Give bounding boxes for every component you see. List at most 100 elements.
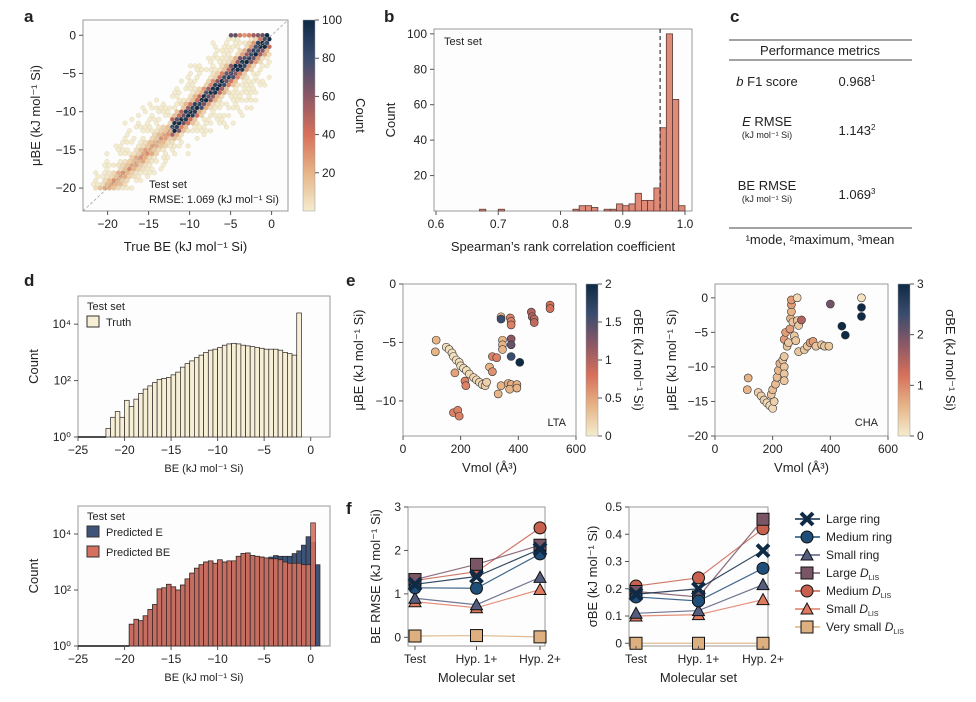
hexbin — [147, 162, 153, 168]
histogram-bar — [609, 208, 617, 212]
marker-circle — [533, 521, 547, 535]
panel-label-a: a — [24, 7, 34, 26]
histogram-bar — [659, 127, 667, 212]
hexbin — [104, 151, 110, 157]
histogram-bar — [259, 556, 265, 647]
scatter-point — [450, 368, 460, 378]
colorbar-tick-label: 2 — [917, 328, 924, 342]
hexbin — [169, 139, 175, 145]
histogram-bar — [161, 378, 167, 438]
marker-triangle — [756, 592, 770, 606]
panel-c-table: Performance metrics b F1 score 0.9681 E … — [729, 39, 912, 247]
legend-label: Predicted E — [106, 527, 163, 539]
y-tick-label: 0.4 — [605, 527, 622, 541]
hexbin — [262, 82, 268, 88]
hexbin — [255, 71, 261, 76]
marker-square — [533, 630, 547, 644]
histogram-bar — [591, 207, 599, 212]
y-axis-label: Count — [26, 558, 41, 593]
panel-e-lta-scatter: 0 200 400 600 0 −5 −10 LTA Vmol (Å³) μBE (kJ mol⁻… — [351, 277, 646, 475]
y-tick-label: 10⁰ — [53, 639, 71, 653]
colorbar — [585, 283, 599, 437]
hexbin — [203, 67, 209, 73]
hexbin — [142, 109, 148, 115]
row-sup: 1 — [871, 74, 876, 83]
hexbin — [140, 136, 146, 141]
x-tick-label: Hyp. 1+ — [678, 652, 720, 666]
hexbin — [266, 51, 272, 57]
y-tick-label: −5 — [62, 66, 76, 80]
histogram-bar — [180, 584, 186, 647]
histogram-bar — [119, 416, 125, 438]
x-tick-label: Hyp. 2+ — [742, 652, 784, 666]
marker-circle — [800, 530, 814, 544]
hexbin — [242, 40, 247, 46]
hexbin — [147, 124, 153, 130]
hexbin — [264, 48, 270, 53]
hexbin — [174, 86, 180, 92]
x-tick-label: −5 — [257, 443, 271, 457]
legend-label: Very small DLIS — [826, 620, 904, 636]
scatter-point — [505, 384, 514, 394]
scatter-point — [857, 293, 866, 303]
x-tick-label: 0.9 — [614, 217, 631, 231]
histogram-bar — [301, 564, 307, 647]
hexbin — [176, 136, 182, 141]
legend-title: Test set — [87, 511, 125, 523]
y-tick-label: 60 — [414, 98, 428, 112]
hexbin — [248, 105, 254, 111]
row-label: F1 score — [744, 74, 798, 89]
marker-square — [470, 557, 483, 571]
histogram-bar — [152, 382, 158, 438]
hexbin — [215, 48, 220, 53]
hexbin — [226, 51, 232, 57]
scatter-point — [784, 338, 793, 348]
scatter-point — [512, 383, 522, 393]
x-tick-label: 0 — [268, 217, 275, 231]
histogram-bar — [305, 564, 312, 647]
legend-label: Large ring — [826, 512, 880, 526]
histogram-bar — [189, 360, 195, 438]
x-tick-label: −20 — [97, 217, 118, 231]
panel-d-top-histogram: −25 −20 −15 −10 −5 0 10⁰ 10² 10⁴ Test set Truth BE … — [26, 295, 331, 475]
hexbin — [244, 105, 250, 111]
colorbar-tick-label: 100 — [322, 13, 342, 27]
hexbin — [163, 158, 168, 164]
hexbin — [151, 170, 157, 176]
y-axis-label: Count — [383, 102, 398, 137]
x-tick-label: 400 — [508, 442, 528, 456]
histogram-bar — [152, 604, 158, 647]
hexbin — [156, 116, 162, 122]
x-axis-label: BE (kJ mol⁻¹ Si) — [164, 463, 243, 475]
scatter-point — [498, 345, 507, 354]
scatter-point — [857, 303, 866, 312]
histogram-bar — [282, 352, 288, 438]
hexbin — [201, 109, 207, 115]
x-tick-label: −25 — [68, 443, 89, 457]
histogram-bar — [287, 353, 293, 438]
scatter-point — [515, 358, 525, 367]
hexbin — [104, 158, 110, 164]
hexbin — [260, 63, 265, 69]
hexbin — [219, 101, 225, 107]
y-tick-label: 0 — [389, 277, 396, 291]
histogram-bar — [170, 586, 177, 647]
histogram-bar — [634, 192, 642, 212]
histogram-bar — [142, 388, 149, 438]
scatter-point — [797, 315, 806, 325]
hexbin — [224, 86, 229, 92]
colorbar-tick-label: 40 — [322, 128, 336, 142]
svg-text:BE RMSE: BE RMSE — [738, 178, 797, 193]
hexbin — [140, 105, 146, 111]
histogram-bar — [138, 393, 144, 438]
histogram-bar — [497, 208, 505, 212]
legend-label: Medium ring — [826, 530, 892, 544]
histogram-bar — [268, 558, 274, 647]
histogram-bar — [128, 406, 135, 438]
x-tick-label: 0.7 — [490, 217, 507, 231]
y-tick-label: −10 — [56, 105, 77, 119]
hexbin — [154, 151, 159, 157]
x-axis-label: Molecular set — [660, 670, 738, 685]
colorbar-tick-label: 1 — [917, 378, 924, 392]
hexbin — [136, 120, 141, 126]
